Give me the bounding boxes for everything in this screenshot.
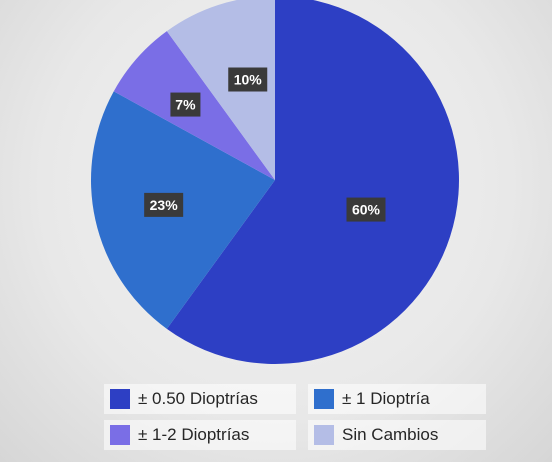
slice-label-box xyxy=(228,67,268,92)
legend-label: ± 1 Dioptría xyxy=(342,389,430,408)
legend-item-1-dioptria: ± 1 Dioptría xyxy=(308,384,486,414)
legend-item-050-dioptrias: ± 0.50 Dioptrías xyxy=(104,384,296,414)
legend-label: Sin Cambios xyxy=(342,425,439,444)
slice-label-text: 60% xyxy=(352,202,381,218)
slice-label-box xyxy=(170,92,201,117)
legend-label: ± 0.50 Dioptrías xyxy=(138,389,258,408)
legend-label: ± 1-2 Dioptrías xyxy=(138,425,250,444)
legend-swatch xyxy=(314,425,334,445)
legend-swatch xyxy=(314,389,334,409)
legend-item-sin-cambios: Sin Cambios xyxy=(308,420,486,450)
slice-label-2: 23% xyxy=(144,192,184,217)
slice-label-box xyxy=(346,197,386,222)
legend-swatch xyxy=(110,425,130,445)
pie-slice-1 xyxy=(166,0,459,364)
slice-label-4: 10% xyxy=(228,67,268,92)
slice-label-text: 23% xyxy=(150,197,179,213)
pie-slice-4 xyxy=(166,0,275,180)
slice-label-box xyxy=(144,192,184,217)
legend: ± 0.50 Dioptrías ± 1 Dioptría ± 1-2 Diop… xyxy=(104,380,486,454)
pie-slices xyxy=(90,0,459,364)
slice-label-1: 60% xyxy=(346,197,386,222)
pie-labels: 60% 23% 7% 10% xyxy=(144,67,386,222)
legend-item-1-2-dioptrias: ± 1-2 Dioptrías xyxy=(104,420,296,450)
slice-label-text: 10% xyxy=(234,72,263,88)
legend-swatch xyxy=(110,389,130,409)
slice-label-3: 7% xyxy=(170,92,201,117)
slice-label-text: 7% xyxy=(175,97,196,113)
